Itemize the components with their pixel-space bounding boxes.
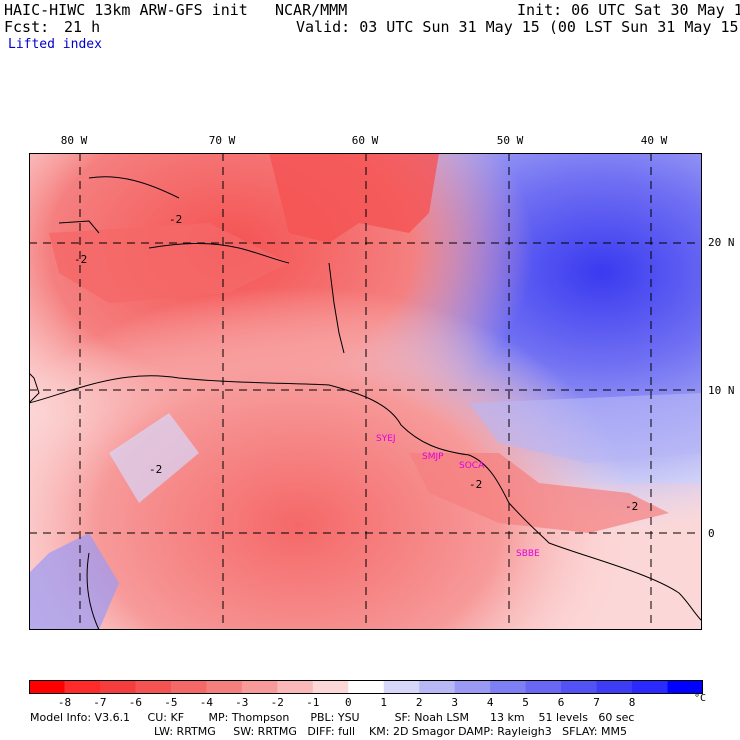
lon-label-50w: 50 W (496, 134, 524, 147)
colorbar-tick-label: -6 (128, 696, 143, 709)
model-info-line1: Model Info: V3.6.1 CU: KF MP: Thompson P… (30, 711, 635, 724)
colorbar-tick-label: -8 (57, 696, 72, 709)
colorbar-swatch (383, 680, 420, 694)
forecast-hour: 21 h (64, 18, 101, 36)
field-name: Lifted index (8, 37, 102, 52)
colorbar-swatch (312, 680, 349, 694)
colorbar-swatch (64, 680, 101, 694)
lon-label-60w: 60 W (351, 134, 379, 147)
init-time: Init: 06 UTC Sat 30 May 15 (517, 1, 740, 19)
colorbar (29, 680, 703, 694)
model-title: HAIC-HIWC 13km ARW-GFS init (4, 1, 248, 19)
station-smjp: SMJP (422, 452, 444, 462)
colorbar-swatch (561, 680, 598, 694)
model-info-line2: LW: RRTMG SW: RRTMG DIFF: full KM: 2D Sm… (154, 725, 627, 738)
colorbar-tick-label: -7 (93, 696, 107, 709)
colorbar-tick-label: 3 (451, 696, 458, 709)
colorbar-tick-label: 8 (628, 696, 636, 709)
lat-label-0: 0 (708, 527, 715, 540)
coastline-jamaica (58, 220, 100, 234)
colorbar-tick-label: -5 (164, 696, 178, 709)
colorbar-swatch (206, 680, 243, 694)
colorbar-swatch (29, 680, 65, 694)
coastline-hispaniola (148, 243, 290, 264)
colorbar-swatch (277, 680, 314, 694)
unstable-guiana (409, 453, 669, 533)
contour-label: -2 (625, 500, 638, 513)
contour-label: -2 (74, 253, 87, 266)
colorbar-tick-label: 5 (522, 696, 529, 709)
colorbar-tick-label: 6 (557, 696, 565, 709)
colorbar-swatch (135, 680, 172, 694)
colorbar-tick-label: 7 (593, 696, 600, 709)
colorbar-tick-label: -3 (235, 696, 249, 709)
colorbar-swatch (596, 680, 633, 694)
unstable-core (269, 153, 439, 243)
station-sbbe: SBBE (516, 549, 540, 559)
colorbar-tick-label: -1 (306, 696, 320, 709)
contour-label: -2 (149, 463, 162, 476)
colorbar-swatch (419, 680, 456, 694)
colorbar-swatch (170, 680, 207, 694)
lifted-index-map: -2 -2 -2 -2 -2 SYEJ SMJP SOCA SBBE (29, 153, 702, 630)
contour-label: -2 (169, 213, 182, 226)
coastline-north-south-america (29, 375, 702, 622)
colorbar-swatch (632, 680, 669, 694)
colorbar-tick-label: -4 (199, 696, 214, 709)
contour-label: -2 (469, 478, 482, 491)
stable-pacific (29, 533, 119, 630)
colorbar-tick-label: 0 (344, 696, 352, 709)
colorbar-tick-label: -2 (270, 696, 284, 709)
colorbar-swatch (667, 680, 703, 694)
colorbar-tick-label: 4 (486, 696, 494, 709)
graticule (29, 153, 702, 630)
colorbar-swatch (454, 680, 491, 694)
colorbar-unit: °C (694, 693, 707, 704)
colorbar-swatch (348, 680, 385, 694)
colorbar-swatch (525, 680, 562, 694)
colorbar-tick-label: 2 (415, 696, 423, 709)
coastline-lesser-antilles (328, 262, 345, 354)
lon-label-40w: 40 W (640, 134, 668, 147)
colorbar-swatch (490, 680, 527, 694)
colorbar-swatch (99, 680, 136, 694)
colorbar-swatch (241, 680, 278, 694)
stable-andes (109, 413, 199, 503)
coastline-cuba (88, 176, 180, 199)
valid-time: Valid: 03 UTC Sun 31 May 15 (00 LST Sun … (296, 18, 740, 36)
lon-label-80w: 80 W (60, 134, 88, 147)
map-frame (29, 153, 702, 630)
org-label: NCAR/MMM (275, 1, 348, 19)
colorbar-tick-label: 1 (380, 696, 387, 709)
station-soca: SOCA (459, 461, 485, 471)
forecast-label: Fcst: (4, 18, 50, 36)
station-syej: SYEJ (376, 434, 396, 444)
lat-label-20n: 20 N (708, 236, 735, 249)
lat-label-10n: 10 N (708, 384, 735, 397)
coastline-central-america (29, 372, 40, 404)
coastline-pacific (86, 552, 100, 630)
lon-label-70w: 70 W (208, 134, 236, 147)
stable-band-east (469, 393, 702, 463)
